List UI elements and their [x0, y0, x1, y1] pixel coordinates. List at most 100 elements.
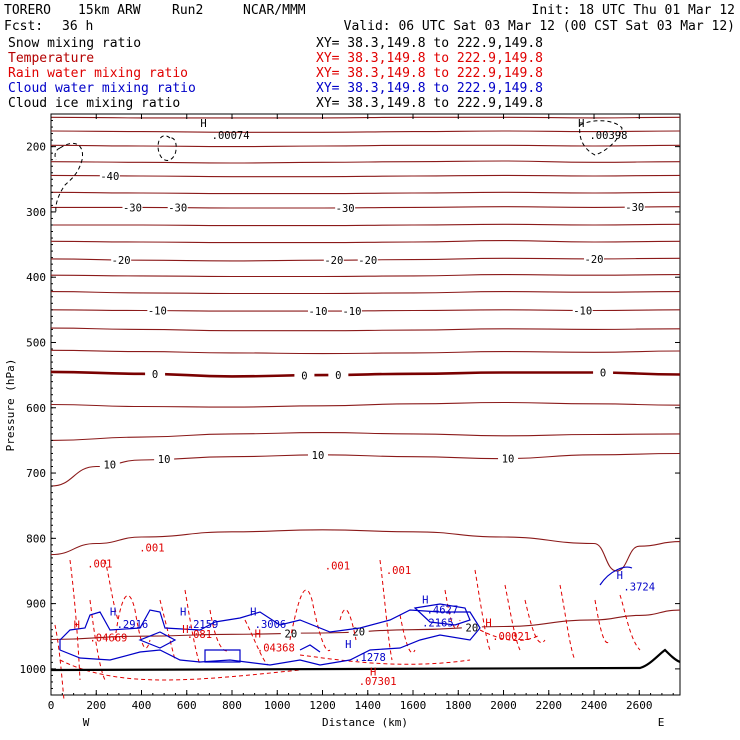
x-tick-label: 1400: [355, 699, 382, 712]
x-axis-title: Distance (km): [322, 716, 408, 729]
temperature-contour-6: [51, 206, 681, 209]
contour-label-bg: [111, 253, 132, 265]
contour-label-bg: [357, 253, 378, 265]
extremum-label-22: H: [250, 606, 256, 618]
rain-contour-16: [594, 599, 611, 643]
legend-snow: Snow mixing ratio: [8, 36, 141, 51]
extremum-label-4: .001: [87, 559, 112, 571]
contour-label-bg: [147, 304, 168, 316]
extremum-label-27: H: [345, 639, 351, 651]
extremum-label-26: .2165: [422, 617, 454, 629]
temperature-contour-3: [50, 160, 681, 164]
temperature-contour-label: -20: [324, 255, 343, 267]
cloud-ice-contour-2: [55, 142, 84, 213]
rain-contour-0: [54, 624, 65, 701]
temperature-contour-4: [50, 174, 681, 178]
extremum-label-13: .04368: [257, 642, 295, 654]
extremum-label-8: H: [74, 619, 80, 631]
west-label: W: [83, 716, 90, 729]
rain-contour-14: [524, 599, 546, 643]
extremum-label-18: H: [110, 606, 116, 618]
x-tick-label: 600: [177, 699, 197, 712]
temperature-contour-label: 20: [352, 627, 365, 639]
x-tick-label: 2400: [581, 699, 608, 712]
cloud-water-contour-0: [59, 609, 481, 666]
rain-contour-12: [474, 569, 491, 651]
extremum-label-21: .2159: [187, 619, 219, 631]
contour-label-bg: [624, 201, 645, 213]
rain-contour-3: [114, 595, 151, 649]
legend-cloud-water: Cloud water mixing ratio: [8, 81, 196, 96]
y-tick-label: 400: [26, 271, 46, 284]
legend-temperature-xy: XY= 38.3,149.8 to 222.9,149.8: [316, 51, 543, 66]
temperature-contour-label: 10: [158, 454, 171, 466]
temperature-contour-label: 0: [301, 370, 307, 382]
init-time: Init: 18 UTC Thu 01 Mar 12: [532, 3, 736, 18]
header: TORERO 15km ARW Run2 NCAR/MMM Init: 18 U…: [4, 3, 735, 34]
temperature-contour-label: -10: [148, 306, 167, 318]
x-tick-label: 800: [222, 699, 242, 712]
rain-contour-20: [59, 659, 301, 681]
contour-label-bg: [99, 169, 120, 181]
temperature-contour-2: [50, 144, 681, 148]
temperature-contour-14: [50, 349, 681, 355]
temperature-contours: -40 -30 -30 -30 -30 -20 -20 -20 -20 -10 -10 -10 -10 0…: [50, 116, 681, 640]
cloud-ice-contour-3: [54, 147, 61, 161]
rain-contour-2: [89, 599, 106, 681]
y-tick-label: 800: [26, 532, 46, 545]
rain-contour-18: [104, 559, 119, 621]
contour-label-bg: [328, 368, 349, 380]
extremum-label-3: .00398: [589, 130, 627, 142]
extremum-label-5: .001: [139, 542, 164, 554]
extremum-label-25: .4627: [427, 604, 459, 616]
temperature-contour-label: -10: [309, 306, 328, 318]
temperature-contour-8: [50, 240, 681, 244]
temperature-contour-18: [50, 452, 681, 487]
legend-rain: Rain water mixing ratio: [8, 66, 188, 81]
y-tick-label: 200: [26, 141, 46, 154]
temperature-contour-label: -20: [585, 254, 604, 266]
legend-snow-xy: XY= 38.3,149.8 to 222.9,149.8: [316, 36, 543, 51]
y-tick-label: 600: [26, 402, 46, 415]
terrain-line: [50, 648, 681, 672]
contour-label-bg: [348, 625, 369, 637]
rain-contour-1: [69, 559, 81, 681]
temperature-contour-label: -10: [573, 305, 592, 317]
temperature-contour-16: [50, 401, 681, 408]
temperature-contour-label: -40: [100, 171, 119, 183]
contour-label-bg: [323, 254, 344, 266]
contour-label-bg: [307, 305, 328, 317]
temperature-contour-label: -30: [336, 203, 355, 215]
temperature-contour-label: 10: [312, 450, 325, 462]
rain-contour-6: [209, 609, 231, 652]
contour-label-bg: [154, 453, 175, 465]
extremum-label-9: .04669: [89, 632, 127, 644]
temperature-contour-label: 10: [103, 460, 116, 472]
contour-label-bg: [167, 201, 188, 213]
x-tick-label: 400: [132, 699, 152, 712]
temperature-contour-label: -20: [112, 255, 131, 267]
contour-labels: H.00074H.00398.001.001.001.001H.04669H.0…: [74, 118, 655, 688]
extremum-label-16: H: [370, 666, 376, 678]
cloud-water-contour-1: [138, 631, 177, 649]
extremum-label-12: H: [255, 629, 261, 641]
forecast-hour: 36 h: [62, 19, 93, 34]
x-tick-label: 1200: [309, 699, 336, 712]
extremum-label-0: H: [200, 118, 206, 130]
rain-contour-4: [159, 599, 176, 661]
x-tick-label: 2000: [490, 699, 517, 712]
y-tick-label: 900: [26, 598, 46, 611]
contour-label-bg: [145, 368, 166, 380]
temperature-contour-label: -10: [342, 306, 361, 318]
rain-contour-13: [504, 584, 521, 651]
legend-cloud-ice: Cloud ice mixing ratio: [8, 96, 180, 111]
rain-contour-15: [559, 584, 576, 661]
contour-label-bg: [122, 201, 143, 213]
y-axis-title: Pressure (hPa): [4, 359, 17, 452]
contour-label-bg: [280, 627, 301, 639]
x-tick-label: 1000: [264, 699, 291, 712]
rain-contour-8: [339, 609, 357, 641]
x-tick-label: 0: [48, 699, 55, 712]
rain-contour-22: [479, 629, 541, 641]
